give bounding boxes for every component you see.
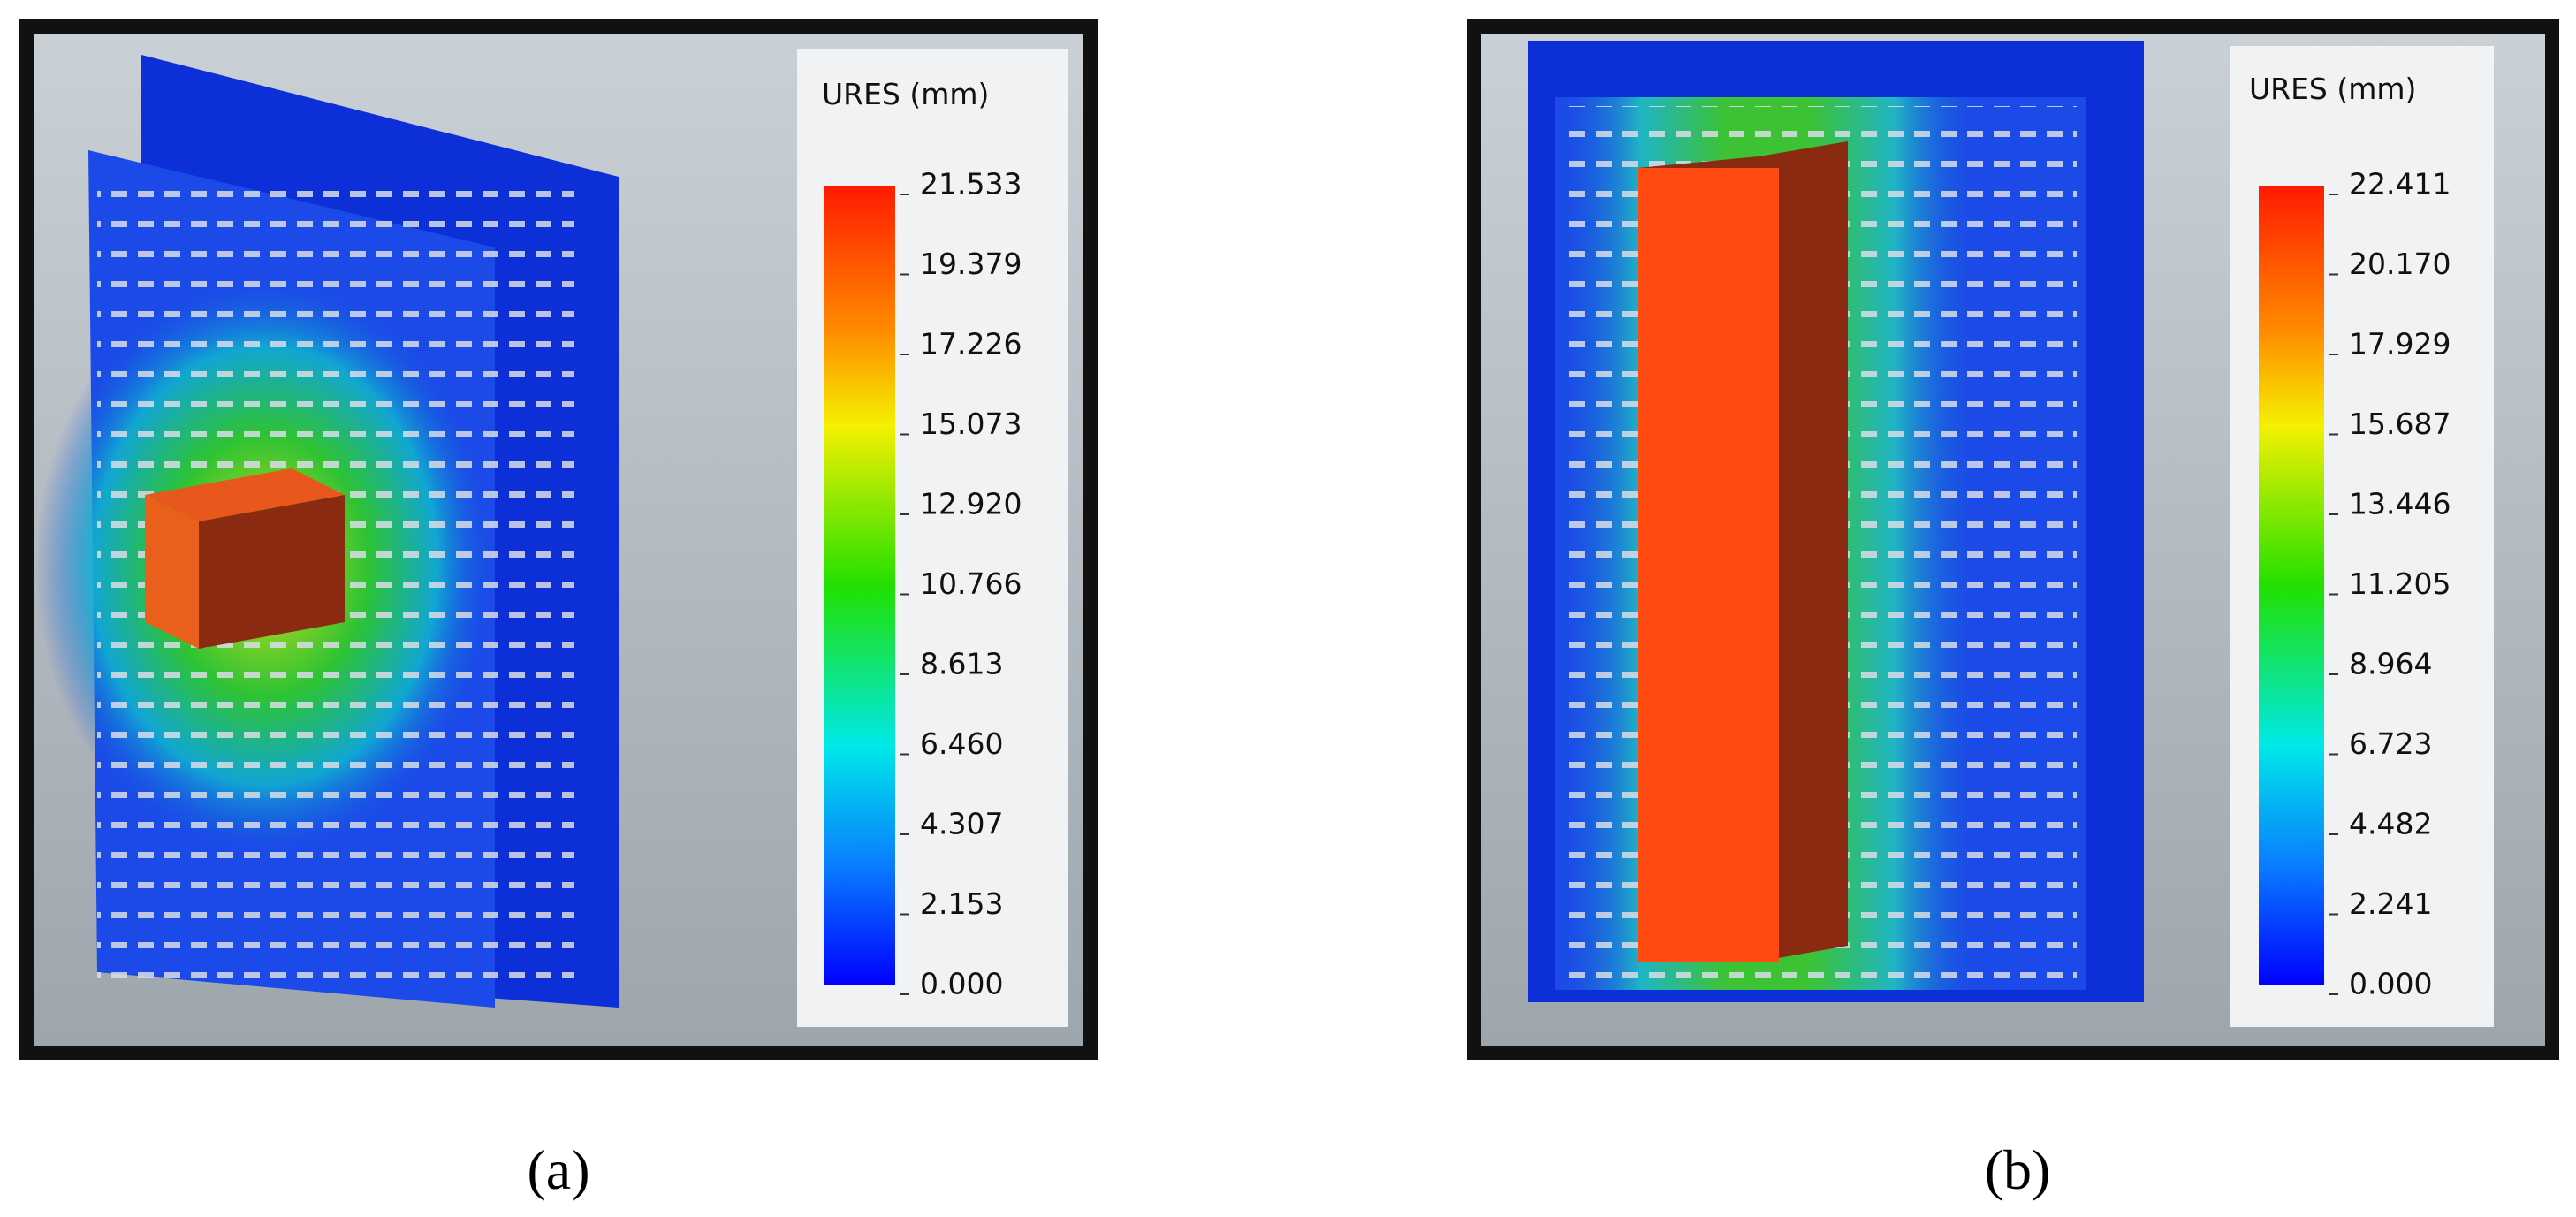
cube-top [145, 468, 345, 521]
tick-label: 17.226 [920, 327, 1022, 361]
tick-label: 21.533 [920, 167, 1022, 202]
box-front [1638, 168, 1779, 962]
tick-label: 10.766 [920, 567, 1022, 601]
tick-label: 19.379 [920, 247, 1022, 281]
panel-a-render [19, 19, 1098, 1060]
legend-title: URES (mm) [822, 77, 989, 111]
panel-label: (a) [527, 1138, 589, 1201]
tick-label: 15.073 [920, 407, 1022, 441]
tick-label: 6.460 [920, 726, 1003, 761]
cube-side [199, 495, 345, 649]
tick-label: 22.411 [2349, 167, 2451, 202]
tick-label: 15.687 [2349, 407, 2451, 441]
tick-label: 0.000 [2349, 967, 2432, 1001]
panel-label: (b) [1985, 1138, 2051, 1201]
tick-label: 13.446 [2349, 487, 2451, 521]
panel-b-render [1467, 19, 2559, 1060]
tick-label: 2.241 [2349, 886, 2432, 921]
tick-label: 4.307 [920, 807, 1003, 841]
cube-front [145, 495, 199, 649]
tick-label: 12.920 [920, 487, 1022, 521]
tick-label: 20.170 [2349, 247, 2451, 281]
tick-label: 8.964 [2349, 647, 2432, 681]
tick-label: 2.153 [920, 886, 1003, 921]
tick-label: 17.929 [2349, 327, 2451, 361]
color-bar [2259, 186, 2324, 985]
tick-label: 8.613 [920, 647, 1003, 681]
tick-label: 4.482 [2349, 807, 2432, 841]
legend-title: URES (mm) [2249, 72, 2416, 106]
tick-label: 6.723 [2349, 726, 2432, 761]
tick-label: 0.000 [920, 967, 1003, 1001]
color-bar [824, 186, 895, 985]
tick-label: 11.205 [2349, 567, 2451, 601]
